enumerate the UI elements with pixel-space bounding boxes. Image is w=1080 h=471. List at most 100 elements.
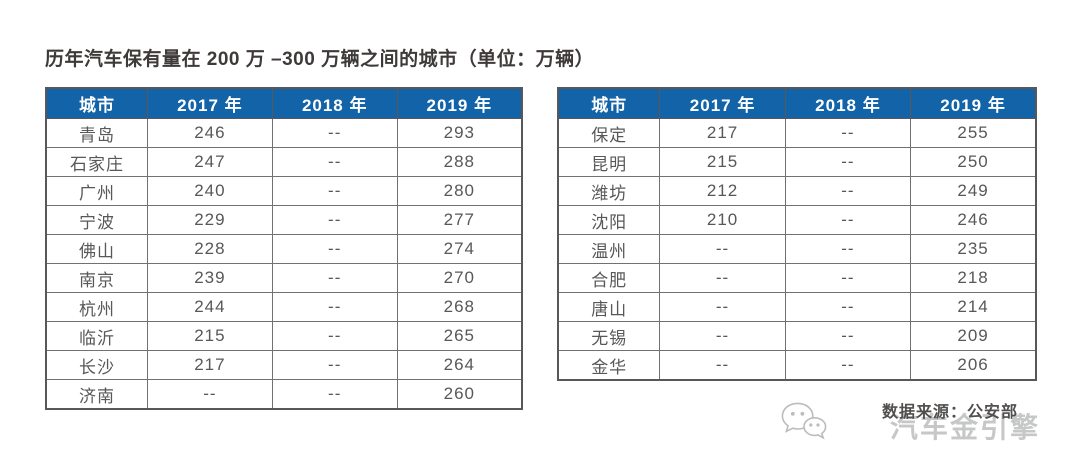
header-row: 城市 2017 年 2018 年 2019 年 bbox=[45, 87, 523, 119]
data-source-label: 数据来源：公安部 bbox=[881, 404, 1018, 421]
value-cell: 215 bbox=[146, 321, 273, 351]
table-row: 沈阳 210 -- 246 bbox=[557, 205, 1037, 235]
header-row: 城市 2017 年 2018 年 2019 年 bbox=[557, 87, 1037, 119]
table-row: 广州 240 -- 280 bbox=[45, 176, 523, 206]
value-cell: 265 bbox=[396, 321, 523, 351]
value-cell: -- bbox=[271, 118, 398, 148]
column-header: 2017 年 bbox=[146, 87, 273, 119]
city-cell: 长沙 bbox=[45, 350, 148, 380]
footer: 汽车金引擎 数据来源：公安部 bbox=[780, 394, 1040, 454]
value-cell: 249 bbox=[910, 176, 1037, 206]
table-row: 合肥 -- -- 218 bbox=[557, 263, 1037, 293]
value-cell: -- bbox=[271, 379, 398, 410]
value-cell: 228 bbox=[146, 234, 273, 264]
value-cell: -- bbox=[271, 234, 398, 264]
wechat-chat-bubbles-icon bbox=[780, 400, 828, 447]
value-cell: 274 bbox=[396, 234, 523, 264]
value-cell: 214 bbox=[910, 292, 1037, 322]
value-cell: -- bbox=[271, 350, 398, 380]
table-row: 杭州 244 -- 268 bbox=[45, 292, 523, 322]
value-cell: 217 bbox=[146, 350, 273, 380]
column-header: 2017 年 bbox=[659, 87, 786, 119]
value-cell: 277 bbox=[396, 205, 523, 235]
value-cell: 250 bbox=[910, 147, 1037, 177]
value-cell: 244 bbox=[146, 292, 273, 322]
value-cell: 270 bbox=[396, 263, 523, 293]
city-cell: 温州 bbox=[557, 234, 661, 264]
city-cell: 宁波 bbox=[45, 205, 148, 235]
car-ownership-table-left: 城市 2017 年 2018 年 2019 年青岛 246 -- 293 石家庄 247 -- 28… bbox=[45, 87, 523, 410]
column-header: 2018 年 bbox=[784, 87, 912, 119]
table-row: 济南 -- -- 260 bbox=[45, 379, 523, 410]
value-cell: 246 bbox=[910, 205, 1037, 235]
value-cell: 212 bbox=[659, 176, 786, 206]
table-row: 南京 239 -- 270 bbox=[45, 263, 523, 293]
city-cell: 济南 bbox=[45, 379, 148, 410]
value-cell: 264 bbox=[396, 350, 523, 380]
value-cell: 247 bbox=[146, 147, 273, 177]
value-cell: 246 bbox=[146, 118, 273, 148]
column-header: 2019 年 bbox=[910, 87, 1037, 119]
table-row: 保定 217 -- 255 bbox=[557, 118, 1037, 148]
column-header: 2019 年 bbox=[396, 87, 523, 119]
value-cell: -- bbox=[784, 147, 912, 177]
city-cell: 昆明 bbox=[557, 147, 661, 177]
table-row: 石家庄 247 -- 288 bbox=[45, 147, 523, 177]
city-cell: 佛山 bbox=[45, 234, 148, 264]
value-cell: -- bbox=[659, 263, 786, 293]
table-row: 长沙 217 -- 264 bbox=[45, 350, 523, 380]
city-cell: 石家庄 bbox=[45, 147, 148, 177]
city-cell: 保定 bbox=[557, 118, 661, 148]
value-cell: 206 bbox=[910, 350, 1037, 381]
watermark-label: 汽车金引擎 bbox=[889, 412, 1040, 443]
table-row: 无锡 -- -- 209 bbox=[557, 321, 1037, 351]
value-cell: -- bbox=[784, 118, 912, 148]
value-cell: 210 bbox=[659, 205, 786, 235]
value-cell: 229 bbox=[146, 205, 273, 235]
value-cell: -- bbox=[271, 205, 398, 235]
value-cell: 235 bbox=[910, 234, 1037, 264]
column-header: 2018 年 bbox=[271, 87, 398, 119]
value-cell: -- bbox=[271, 147, 398, 177]
value-cell: 218 bbox=[910, 263, 1037, 293]
table-row: 金华 -- -- 206 bbox=[557, 350, 1037, 381]
table-row: 宁波 229 -- 277 bbox=[45, 205, 523, 235]
city-cell: 临沂 bbox=[45, 321, 148, 351]
value-cell: 288 bbox=[396, 147, 523, 177]
city-cell: 潍坊 bbox=[557, 176, 661, 206]
value-cell: 280 bbox=[396, 176, 523, 206]
value-cell: -- bbox=[271, 263, 398, 293]
table-row: 温州 -- -- 235 bbox=[557, 234, 1037, 264]
value-cell: 268 bbox=[396, 292, 523, 322]
city-cell: 无锡 bbox=[557, 321, 661, 351]
city-cell: 金华 bbox=[557, 350, 661, 381]
city-cell: 南京 bbox=[45, 263, 148, 293]
table-row: 青岛 246 -- 293 bbox=[45, 118, 523, 148]
value-cell: -- bbox=[271, 176, 398, 206]
value-cell: -- bbox=[271, 321, 398, 351]
city-cell: 杭州 bbox=[45, 292, 148, 322]
table-row: 唐山 -- -- 214 bbox=[557, 292, 1037, 322]
value-cell: -- bbox=[784, 263, 912, 293]
value-cell: 239 bbox=[146, 263, 273, 293]
city-cell: 青岛 bbox=[45, 118, 148, 148]
value-cell: -- bbox=[659, 234, 786, 264]
value-cell: -- bbox=[659, 321, 786, 351]
column-header: 城市 bbox=[45, 87, 148, 119]
value-cell: 255 bbox=[910, 118, 1037, 148]
value-cell: -- bbox=[659, 292, 786, 322]
table-row: 昆明 215 -- 250 bbox=[557, 147, 1037, 177]
value-cell: -- bbox=[784, 321, 912, 351]
city-cell: 广州 bbox=[45, 176, 148, 206]
value-cell: -- bbox=[146, 379, 273, 410]
page-title: 历年汽车保有量在 200 万 –300 万辆之间的城市（单位：万辆） bbox=[45, 49, 595, 70]
value-cell: 215 bbox=[659, 147, 786, 177]
value-cell: -- bbox=[784, 234, 912, 264]
value-cell: 209 bbox=[910, 321, 1037, 351]
value-cell: 260 bbox=[396, 379, 523, 410]
value-cell: 293 bbox=[396, 118, 523, 148]
city-cell: 合肥 bbox=[557, 263, 661, 293]
value-cell: -- bbox=[271, 292, 398, 322]
city-cell: 沈阳 bbox=[557, 205, 661, 235]
